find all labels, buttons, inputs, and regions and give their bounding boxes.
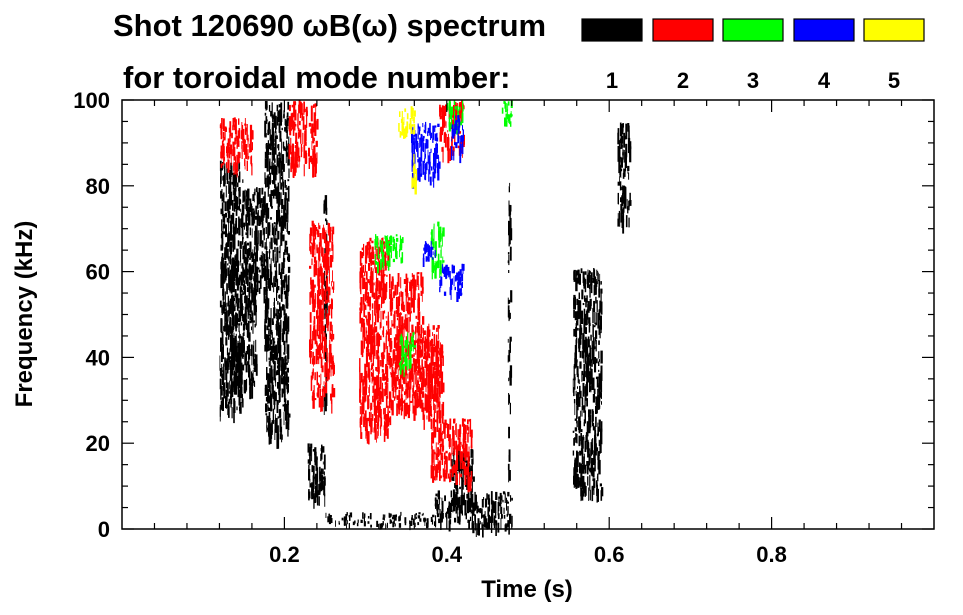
mode-5-region bbox=[411, 153, 418, 195]
y-tick-label: 60 bbox=[86, 260, 110, 285]
legend-label: 5 bbox=[888, 68, 900, 93]
mode-2-region bbox=[430, 417, 473, 493]
legend-label: 2 bbox=[677, 68, 689, 93]
x-axis-label: Time (s) bbox=[481, 576, 573, 603]
mode-2-region bbox=[359, 237, 393, 445]
legend-label: 1 bbox=[606, 68, 618, 93]
mode-3-region bbox=[374, 234, 404, 274]
mode-1-region bbox=[325, 511, 440, 531]
spectrum-regions bbox=[219, 100, 632, 538]
mode-5-region bbox=[398, 106, 416, 139]
mode-1-region bbox=[264, 101, 291, 449]
y-tick-label: 20 bbox=[86, 431, 110, 456]
mode-1-region bbox=[572, 268, 604, 503]
mode-2-region bbox=[219, 117, 254, 178]
legend-swatch bbox=[581, 18, 643, 42]
legend-swatch bbox=[652, 18, 714, 42]
mode-2-region bbox=[422, 340, 445, 430]
mode-1-region bbox=[507, 182, 513, 483]
x-tick-labels: 0.2 0.4 0.6 0.8 bbox=[269, 542, 787, 567]
y-axis-label: Frequency (kHz) bbox=[11, 221, 38, 408]
x-tick-label: 0.6 bbox=[594, 542, 625, 567]
chart-legend: 1 2 3 4 5 bbox=[581, 18, 925, 93]
y-tick-labels: 0 20 40 60 80 100 bbox=[73, 88, 110, 542]
legend-swatch bbox=[722, 18, 784, 42]
y-tick-label: 80 bbox=[86, 174, 110, 199]
legend-label: 3 bbox=[747, 68, 759, 93]
x-tick-label: 0.2 bbox=[269, 542, 300, 567]
x-tick-label: 0.8 bbox=[756, 542, 787, 567]
mode-1-region bbox=[307, 443, 326, 509]
legend-label: 4 bbox=[818, 68, 831, 93]
mode-2-region bbox=[309, 220, 336, 414]
mode-3-region bbox=[501, 100, 513, 127]
y-tick-label: 0 bbox=[98, 517, 110, 542]
mode-3-region bbox=[398, 331, 417, 377]
legend-swatch bbox=[793, 18, 855, 42]
chart-subtitle: for toroidal mode number: bbox=[123, 60, 511, 95]
axis-ticks bbox=[122, 99, 934, 530]
x-tick-label: 0.4 bbox=[432, 542, 463, 567]
legend-swatch bbox=[863, 18, 925, 42]
mode-4-region bbox=[439, 263, 465, 302]
mode-1-region bbox=[228, 263, 258, 400]
mode-4-region bbox=[422, 241, 436, 267]
mode-1-region bbox=[471, 491, 513, 538]
y-tick-label: 100 bbox=[73, 88, 110, 113]
y-tick-label: 40 bbox=[86, 345, 110, 370]
chart-title: Shot 120690 ωB(ω) spectrum bbox=[113, 8, 546, 43]
mode-2-region bbox=[288, 100, 319, 178]
mode-1-region bbox=[617, 122, 632, 234]
mode-4-region bbox=[450, 115, 464, 164]
